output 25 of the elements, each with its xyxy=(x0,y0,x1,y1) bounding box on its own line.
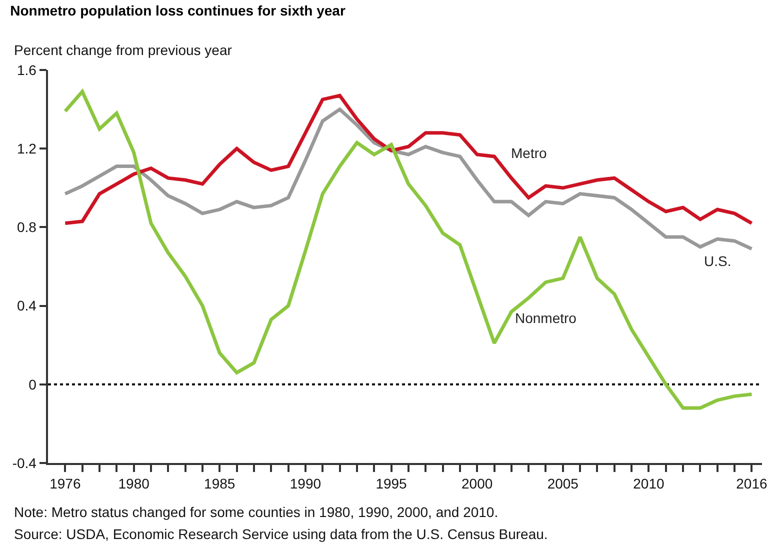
series-label: U.S. xyxy=(704,253,732,269)
x-tick-label: 1995 xyxy=(376,476,408,492)
line-series xyxy=(63,90,754,410)
y-tick-label: 0.8 xyxy=(16,219,37,236)
x-tick-label: 1980 xyxy=(118,476,150,492)
y-axis-title: Percent change from previous year xyxy=(14,42,232,58)
text: Note: Metro status changed for some counties in 1980, 1990, 2000, and 2010. xyxy=(14,504,498,520)
y-tick-label: 1.6 xyxy=(16,62,37,78)
line-series xyxy=(63,94,754,226)
x-tick-label: 2016 xyxy=(736,476,768,492)
x-tick-label: 1990 xyxy=(290,476,322,492)
source-note: Source: USDA, Economic Research Service using data from the U.S. Census Bureau. xyxy=(14,526,548,542)
x-tick-label: 2010 xyxy=(633,476,664,492)
x-tick-label: 2000 xyxy=(462,476,493,492)
chart-title: Nonmetro population loss continues for sixth year xyxy=(10,2,346,18)
y-tick-label: 0.4 xyxy=(16,298,37,314)
series-label: Nonmetro xyxy=(515,310,577,326)
x-tick-label: 1976 xyxy=(50,476,81,492)
line-series xyxy=(63,108,754,251)
y-tick-label: -0.4 xyxy=(12,454,37,471)
y-tick-label: 1.2 xyxy=(16,140,37,156)
x-tick-label: 2005 xyxy=(547,476,579,492)
series-label: Metro xyxy=(511,145,547,161)
y-tick-label: 0 xyxy=(28,376,37,392)
x-tick-label: 1985 xyxy=(204,476,236,492)
